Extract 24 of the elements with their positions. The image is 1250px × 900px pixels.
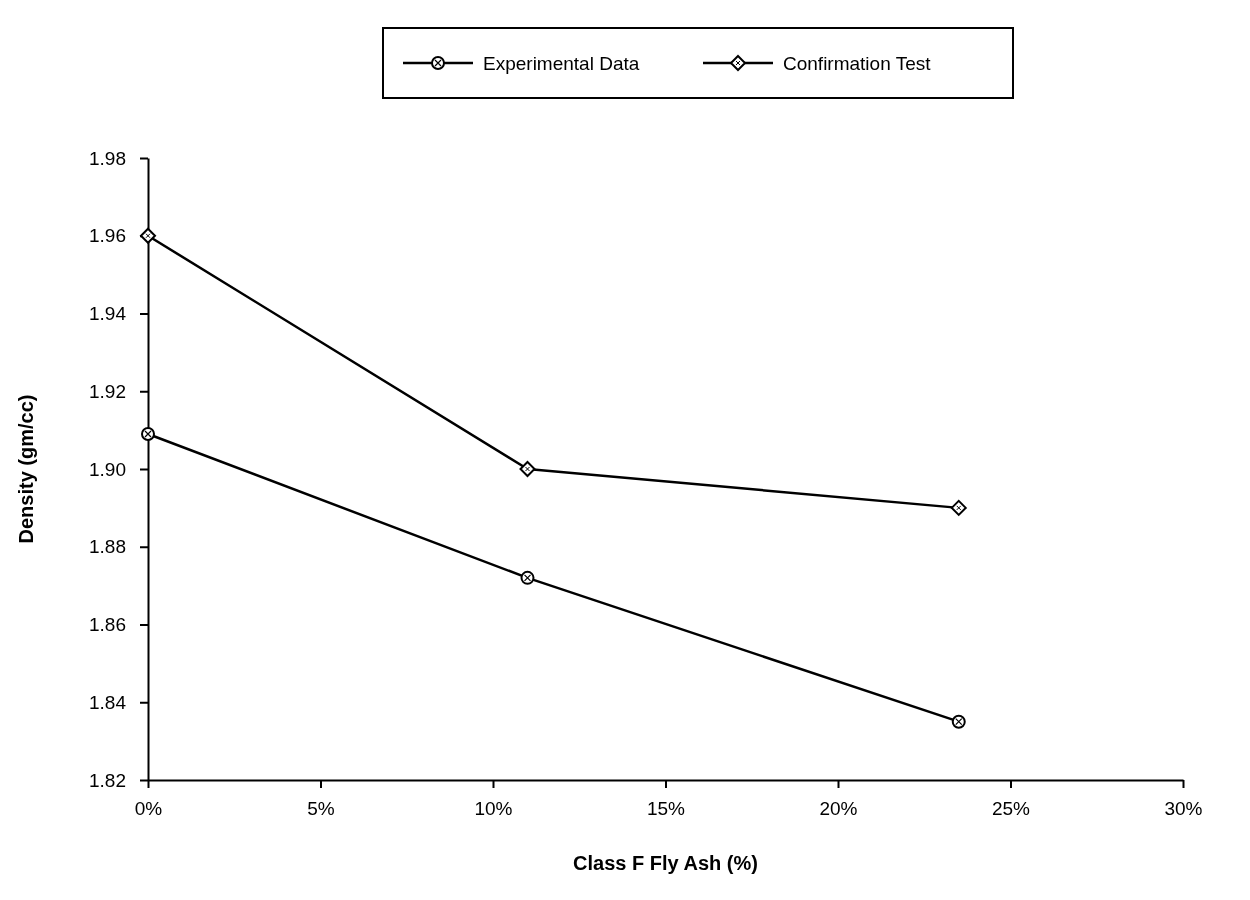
y-tick-label: 1.84	[89, 691, 127, 713]
y-tick-label: 1.96	[89, 225, 126, 247]
point	[519, 461, 536, 477]
y-tick-label: 1.94	[89, 303, 127, 325]
y-tick-label: 1.86	[89, 614, 126, 636]
y-axis-title: Density (gm/cc)	[15, 394, 37, 544]
x-tick-label: 25%	[991, 798, 1031, 820]
x-tick-label: 30%	[1164, 798, 1203, 820]
point	[950, 499, 967, 516]
x-tick-label: 20%	[819, 798, 858, 820]
x-tick-label: 5%	[307, 798, 335, 820]
y-tick-label: 1.82	[89, 769, 126, 791]
y-tick-label: 1.92	[89, 380, 126, 402]
x-axis-title: Class F Fly Ash (%)	[573, 852, 758, 874]
y-tick-label: 1.88	[89, 536, 126, 558]
x-tick-label: 15%	[646, 798, 686, 820]
y-tick-label: 1.98	[89, 147, 126, 169]
legend-label: Experimental Data	[483, 52, 640, 74]
x-tick-label: 0%	[134, 798, 163, 820]
point	[520, 570, 535, 585]
y-tick-label: 1.90	[89, 458, 126, 480]
point	[140, 227, 156, 244]
legend-label: Confirmation Test	[783, 52, 932, 74]
x-tick-label: 10%	[474, 798, 513, 820]
